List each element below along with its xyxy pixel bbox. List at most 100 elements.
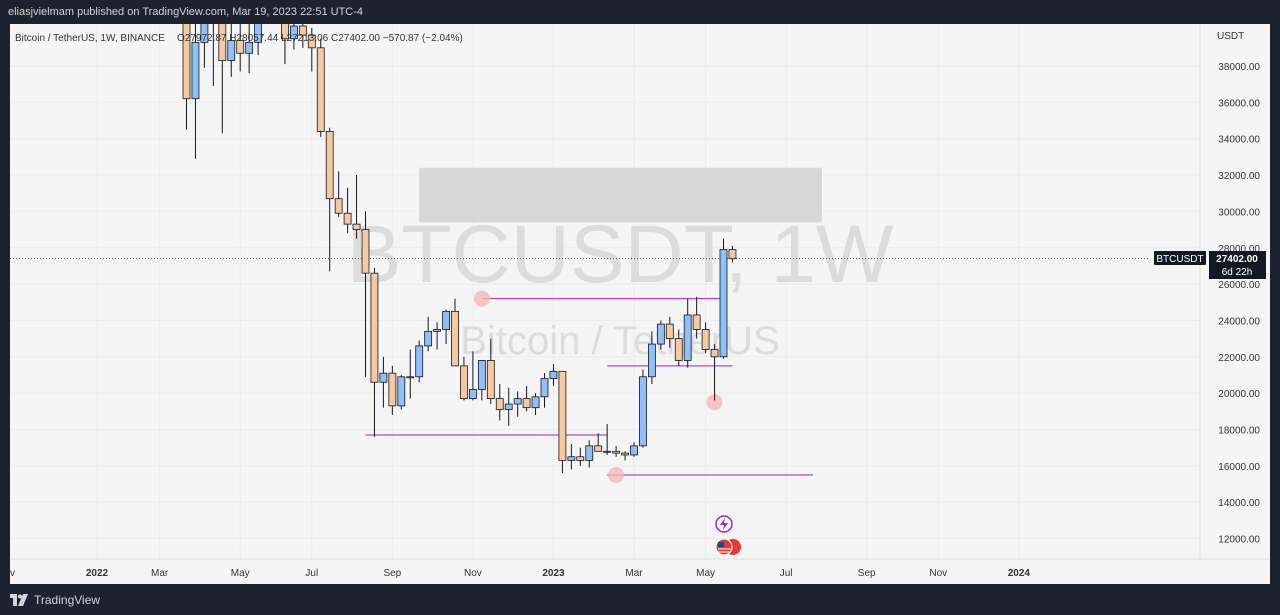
candle[interactable] [665, 316, 674, 348]
candle[interactable] [728, 245, 737, 263]
candle[interactable] [298, 24, 307, 48]
candle[interactable] [701, 322, 710, 354]
candle[interactable] [648, 331, 656, 385]
candle-body [486, 360, 495, 400]
zone-rect[interactable] [419, 167, 822, 223]
candle[interactable] [442, 309, 450, 345]
y-tick-label: 22000.00 [1218, 353, 1260, 364]
candle[interactable] [603, 424, 612, 455]
x-tick-label: Mar [625, 568, 643, 579]
candle[interactable] [486, 338, 495, 405]
pivot-marker[interactable] [473, 290, 490, 307]
candle-body [245, 41, 254, 54]
symbol-tag: BTCUSDT [1156, 254, 1203, 265]
candle[interactable] [281, 24, 289, 65]
candle[interactable] [549, 364, 558, 386]
candle[interactable] [710, 344, 719, 401]
candle[interactable] [468, 351, 477, 401]
candle[interactable] [451, 298, 459, 367]
candle[interactable] [406, 349, 415, 399]
us-flag-icon[interactable] [715, 538, 741, 556]
candle[interactable] [415, 340, 424, 383]
candle[interactable] [182, 24, 191, 130]
candle-body [352, 223, 361, 230]
candle[interactable] [558, 370, 567, 474]
candle[interactable] [621, 451, 629, 461]
watermark-symbol: BTCUSDT, 1W [347, 209, 894, 300]
x-tick-label: May [231, 568, 250, 579]
candle[interactable] [460, 356, 468, 401]
pivot-marker[interactable] [608, 466, 625, 483]
candle[interactable] [397, 374, 406, 410]
candles[interactable] [182, 24, 737, 474]
candle[interactable] [504, 387, 513, 426]
candle-body [415, 345, 424, 378]
candle-body [343, 212, 352, 225]
candle-body [603, 450, 612, 453]
candle-body [307, 34, 316, 49]
candle[interactable] [683, 298, 692, 368]
candle[interactable] [236, 24, 245, 72]
candle[interactable] [477, 360, 486, 401]
candle-body [710, 349, 719, 358]
candle-body [298, 25, 307, 36]
brand[interactable]: TradingView [10, 593, 100, 607]
candle[interactable] [370, 267, 379, 437]
candle-body [433, 329, 442, 332]
chart-canvas[interactable]: BTCUSDT, 1W Bitcoin / TetherUS USDT 3800… [10, 24, 1270, 584]
pivot-markers[interactable] [473, 290, 723, 483]
candle[interactable] [424, 316, 433, 352]
candle[interactable] [191, 24, 200, 159]
candle[interactable] [200, 24, 209, 68]
candle-body [460, 365, 468, 400]
candle[interactable] [361, 211, 370, 377]
candle[interactable] [585, 440, 594, 468]
candle[interactable] [325, 127, 334, 272]
candle[interactable] [343, 187, 352, 234]
candle[interactable] [594, 433, 603, 452]
candle[interactable] [531, 393, 540, 415]
candle[interactable] [227, 24, 236, 77]
candle[interactable] [719, 238, 728, 359]
candle[interactable] [522, 385, 531, 412]
lightning-icon[interactable] [715, 515, 733, 533]
candle[interactable] [307, 27, 316, 72]
candle[interactable] [379, 356, 388, 408]
candle[interactable] [639, 369, 647, 448]
price-scale[interactable]: USDT 38000.00 36000.00 34000.00 32000.00 300… [1199, 24, 1260, 559]
time-scale[interactable]: v 2022 Mar May Jul Sep Nov 2023 Mar May Jul Sep Nov… [10, 558, 1270, 579]
candle[interactable] [630, 442, 638, 457]
candle[interactable] [334, 171, 343, 217]
candle[interactable] [433, 322, 442, 350]
candle[interactable] [289, 24, 298, 50]
candle[interactable] [612, 445, 620, 457]
candle[interactable] [388, 365, 397, 415]
support-resistance-lines[interactable] [365, 298, 814, 476]
candle[interactable] [513, 391, 522, 417]
event-icons[interactable] [715, 515, 741, 556]
candle[interactable] [352, 175, 361, 239]
candle[interactable] [316, 38, 325, 137]
candle[interactable] [210, 24, 217, 86]
pivot-marker[interactable] [706, 394, 723, 411]
candle[interactable] [692, 296, 701, 339]
x-tick-label: Jul [305, 568, 318, 579]
candle[interactable] [218, 24, 227, 134]
candle-body [594, 445, 603, 452]
candle-body [701, 329, 710, 350]
supply-zone[interactable] [419, 167, 822, 223]
brand-name: TradingView [34, 593, 101, 607]
x-tick-label: Nov [464, 568, 482, 579]
candle[interactable] [540, 373, 549, 408]
candle[interactable] [495, 384, 504, 421]
candle-body [531, 396, 540, 409]
x-tick-label-clipped: v [10, 568, 15, 579]
candle[interactable] [567, 444, 576, 470]
candle[interactable] [656, 320, 665, 350]
candle[interactable] [576, 447, 585, 466]
candle-body [477, 360, 486, 390]
candle[interactable] [245, 24, 254, 74]
candle[interactable] [254, 24, 263, 56]
candle[interactable] [674, 329, 683, 366]
symbol-tag-bg [1154, 251, 1206, 265]
